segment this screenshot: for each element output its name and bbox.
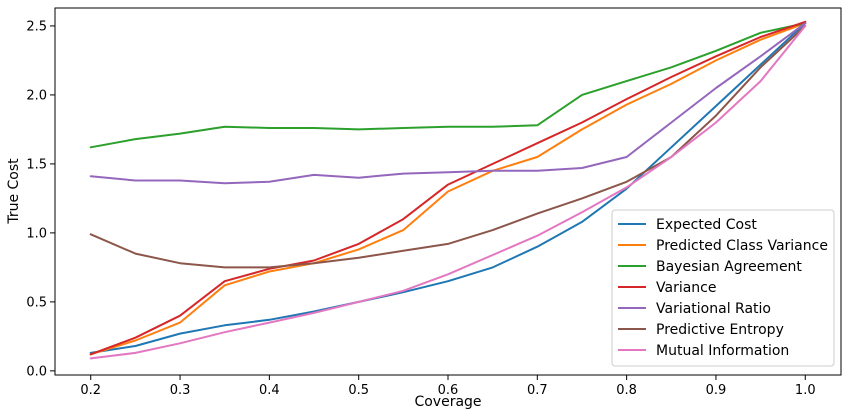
legend-label: Predicted Class Variance (656, 238, 828, 254)
x-tick-label: 0.4 (259, 383, 280, 398)
series-line-7 (89, 24, 807, 360)
x-tick-label: 0.6 (438, 383, 459, 398)
legend-label: Predictive Entropy (656, 322, 784, 338)
y-tick-label: 1.0 (26, 226, 47, 241)
series-line-2 (89, 22, 807, 356)
legend-label: Bayesian Agreement (656, 259, 802, 275)
legend-frame (611, 209, 835, 367)
series-line-5 (89, 22, 807, 185)
legend-label: Variance (656, 280, 716, 296)
x-tick-label: 0.8 (616, 383, 637, 398)
series-line-6 (89, 24, 807, 269)
y-tick-label: 0.0 (26, 364, 47, 379)
legend-label: Expected Cost (656, 217, 757, 233)
legend: Expected Cost Predicted Class Variance Bay… (611, 209, 835, 367)
plot-area-frame (54, 7, 842, 376)
y-tick-label: 0.5 (26, 295, 47, 310)
x-tick-label: 0.5 (348, 383, 369, 398)
x-tick-label: 0.7 (527, 383, 548, 398)
y-tick-label: 2.0 (26, 88, 47, 103)
series-line-1 (89, 22, 807, 354)
axis-ticks: 0.2 0.3 0.4 0.5 0.6 0.7 0.8 0.9 1.0 0.0 0.5 1.0 1.5 2… (26, 19, 815, 398)
y-axis-title: True Cost (6, 158, 22, 225)
series-line-3 (89, 22, 807, 149)
x-tick-label: 0.9 (706, 383, 727, 398)
legend-label: Mutual Information (656, 343, 789, 359)
x-axis-title: Coverage (414, 394, 481, 410)
series-lines (89, 20, 807, 360)
series-line-4 (89, 20, 807, 356)
x-tick-label: 0.2 (80, 383, 101, 398)
legend-label: Variational Ratio (656, 301, 771, 317)
x-tick-label: 1.0 (795, 383, 816, 398)
y-tick-label: 1.5 (26, 157, 47, 172)
y-tick-label: 2.5 (26, 19, 47, 34)
x-tick-label: 0.3 (170, 383, 191, 398)
